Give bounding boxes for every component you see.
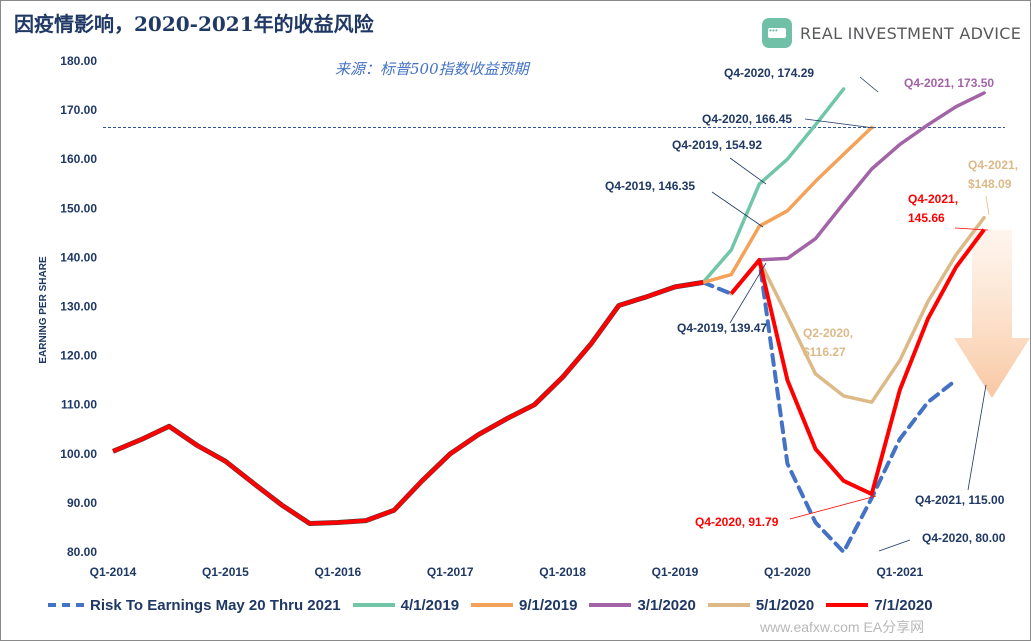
- x-tick-label: Q1-2021: [876, 565, 923, 579]
- annotation-leader: [729, 262, 767, 324]
- annotation-label: Q4-2020, 80.00: [922, 531, 1006, 545]
- y-tick-label: 170.00: [60, 103, 97, 117]
- legend-swatch: [589, 603, 632, 607]
- legend-item: Risk To Earnings May 20 Thru 2021: [48, 597, 341, 614]
- y-tick-label: 110.00: [61, 398, 97, 412]
- legend-label: 3/1/2020: [637, 596, 696, 614]
- x-tick-label: Q1-2014: [90, 565, 137, 579]
- annotation-label: Q4-2020, 91.79: [695, 515, 779, 529]
- legend-swatch: [707, 603, 750, 607]
- x-tick-label: Q1-2018: [539, 565, 586, 579]
- annotation-label: Q2-2020,: [803, 326, 853, 340]
- y-tick-label: 140.00: [60, 250, 97, 264]
- chart-legend: Risk To Earnings May 20 Thru 2021 4/1/201…: [48, 592, 945, 618]
- x-tick-label: Q1-2016: [314, 565, 361, 579]
- y-tick-label: 120.00: [60, 349, 97, 363]
- legend-label: 7/1/2020: [874, 596, 933, 614]
- legend-swatch: [352, 603, 395, 607]
- legend-swatch: [826, 603, 869, 607]
- annotation-label: $148.09: [968, 177, 1012, 191]
- down-arrow-icon: [954, 230, 1030, 398]
- annotation-leader: [711, 191, 764, 228]
- series-line-7-1-2020: [729, 228, 986, 497]
- annotation-leader: [804, 118, 875, 129]
- annotation-leader: [859, 76, 879, 93]
- y-tick-label: 100.00: [60, 447, 97, 461]
- annotation-label: Q4-2019, 154.92: [672, 138, 762, 152]
- annotation-label: Q4-2019, 146.35: [605, 179, 695, 193]
- annotation-leader: [967, 384, 987, 491]
- annotation-label: Q4-2021,: [968, 158, 1018, 172]
- chart-title: 因疫情影响，2020-2021年的收益风险: [14, 12, 374, 36]
- y-tick-label: 150.00: [60, 201, 97, 215]
- y-tick-label: 160.00: [60, 152, 97, 166]
- series-line-3-1-2020: [729, 91, 986, 296]
- y-tick-label: 80.00: [67, 545, 97, 559]
- watermark-text: www.eafxw.com EA分享网: [760, 619, 925, 635]
- annotation-leader: [729, 157, 767, 185]
- annotation-label: Q4-2019, 139.47: [677, 321, 767, 335]
- history-line: [112, 280, 704, 526]
- annotation-label: Q4-2021,: [908, 192, 958, 206]
- annotation-leader: [878, 539, 911, 552]
- annotation-leader: [954, 227, 989, 231]
- chart-subtitle: 来源：标普500指数收益预期: [335, 60, 529, 78]
- legend-swatch: [48, 603, 84, 607]
- legend-item: 3/1/2020: [589, 596, 696, 614]
- x-tick-label: Q1-2019: [652, 565, 699, 579]
- annotation-label: 145.66: [908, 211, 945, 225]
- series-line-9-1-2019: [701, 125, 874, 285]
- legend-item: 5/1/2020: [707, 596, 815, 614]
- annotation-label: Q4-2021, 173.50: [904, 76, 994, 90]
- legend-item: 9/1/2019: [471, 597, 577, 614]
- y-tick-label: 90.00: [67, 496, 97, 510]
- legend-item: 4/1/2019: [352, 596, 460, 614]
- legend-label: 9/1/2019: [519, 596, 578, 614]
- x-tick-label: Q1-2015: [202, 565, 249, 579]
- series-line-5-1-2020: [729, 215, 986, 404]
- legend-label: 5/1/2020: [755, 596, 815, 614]
- chat-bubble-icon: [762, 18, 792, 48]
- series-line-4-1-2019: [701, 87, 846, 285]
- legend-item: 7/1/2020: [826, 596, 933, 614]
- x-tick-label: Q1-2020: [764, 565, 811, 579]
- y-tick-label: 130.00: [60, 300, 97, 314]
- brand-logo: REAL INVESTMENT ADVICE: [762, 18, 1021, 48]
- annotation-label: Q4-2021, 115.00: [915, 493, 1005, 507]
- annotation-leader: [789, 495, 877, 520]
- legend-label: 4/1/2019: [400, 596, 460, 614]
- annotation-label: Q4-2020, 174.29: [724, 66, 814, 80]
- legend-swatch: [471, 603, 514, 607]
- annotation-leader: [985, 195, 990, 216]
- annotation-label: Q4-2020, 166.45: [702, 112, 792, 126]
- legend-label: Risk To Earnings May 20 Thru 2021: [90, 596, 341, 614]
- logo-text: REAL INVESTMENT ADVICE: [800, 23, 1022, 43]
- history-shadow-line: [112, 279, 704, 526]
- y-tick-label: 180.00: [60, 54, 97, 68]
- y-axis-label: EARNING PER SHARE: [38, 256, 49, 364]
- x-tick-label: Q1-2017: [427, 565, 474, 579]
- annotation-label: $116.27: [803, 345, 846, 359]
